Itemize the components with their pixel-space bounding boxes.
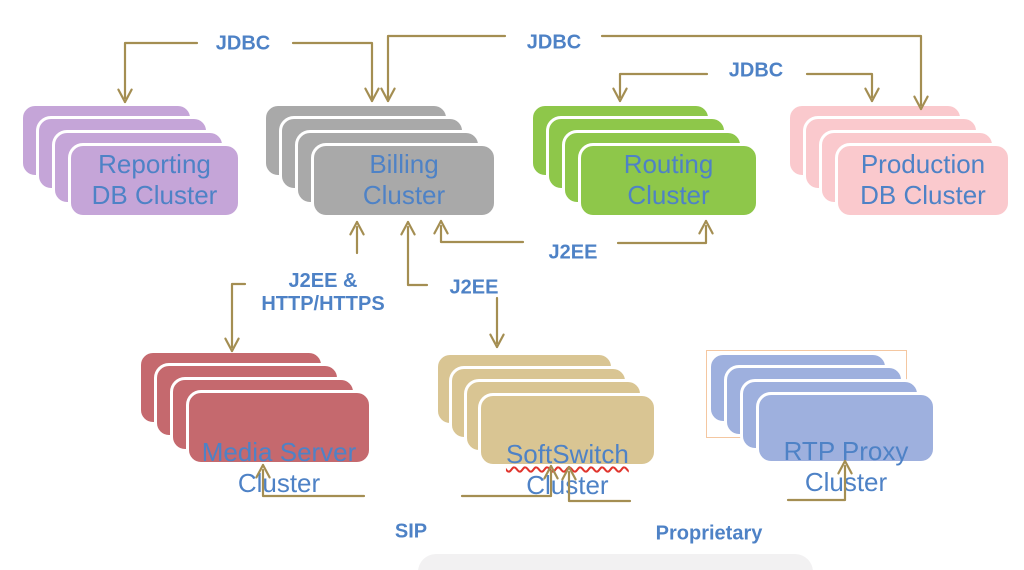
connection-label-j2ee-http-billing-media: J2EE & HTTP/HTTPS (261, 270, 385, 315)
cluster-label-line2: Cluster (526, 470, 609, 501)
cluster-label-line1: RTP Proxy (783, 435, 909, 466)
cluster-label-line1: SoftSwitch (505, 439, 629, 470)
connection-label-jdbc-billing-production: JDBC (526, 31, 582, 54)
cluster-label-line2: Cluster (362, 180, 446, 211)
cluster-label-line1: Routing (623, 149, 714, 180)
cluster-card-routing (578, 142, 759, 218)
cluster-label-routing: Routing Cluster (578, 143, 759, 218)
cluster-label-media-server: Media Server Cluster (129, 437, 429, 499)
connection-label-jdbc-routing-production: JDBC (728, 59, 784, 82)
cluster-label-line2: Cluster (627, 180, 710, 211)
connection-label-jdbc-reporting-billing: JDBC (215, 32, 271, 55)
cluster-label-line1: Billing (369, 149, 439, 180)
cluster-label-production-db: Production DB Cluster (835, 143, 1011, 218)
cluster-label-line2: DB Cluster (860, 180, 986, 211)
cluster-label-line2: DB Cluster (91, 180, 218, 211)
partial-card-fragment (418, 554, 813, 570)
cluster-label-reporting-db: Reporting DB Cluster (68, 143, 241, 218)
connection-label-j2ee-billing-softswitch: J2EE (449, 276, 499, 299)
cluster-label-line2: Cluster (804, 466, 888, 497)
cluster-label-billing: Billing Cluster (311, 143, 497, 218)
cluster-label-softswitch: SoftSwitch Cluster (417, 439, 717, 501)
cluster-card-softswitch (477, 393, 657, 468)
cluster-label-rtp-proxy: RTP Proxy Cluster (696, 436, 996, 498)
connection-label-j2ee-billing-routing: J2EE (548, 241, 598, 264)
cluster-label-line2: Cluster (237, 467, 321, 498)
cluster-label-line1: Reporting (98, 149, 211, 180)
cluster-label-line1: Production (860, 149, 986, 180)
connection-label-sip-media-softswitch: SIP (394, 520, 428, 543)
cluster-card-reporting-db (68, 142, 241, 218)
connection-label-proprietary-soft-rtp: Proprietary (655, 522, 763, 545)
cluster-card-production-db (835, 142, 1011, 218)
cluster-label-line1: Media Server (201, 436, 357, 467)
cluster-card-billing (311, 142, 497, 218)
cluster-card-media-server (186, 389, 372, 465)
